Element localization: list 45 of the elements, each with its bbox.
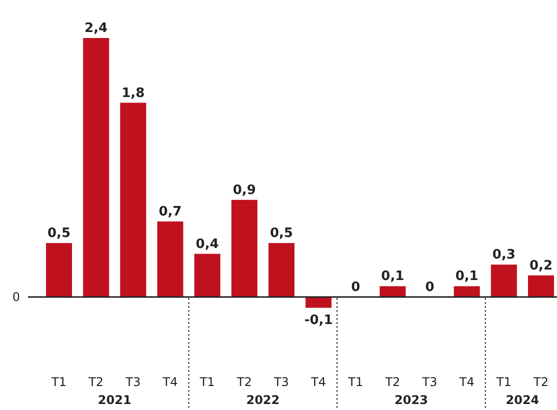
x-tick-label: T1: [347, 375, 364, 389]
bar: [157, 221, 184, 297]
bar: [231, 200, 258, 297]
data-label: 0,1: [381, 269, 404, 284]
data-label: 0,5: [47, 226, 71, 242]
bar: [83, 38, 110, 297]
x-tick-label: T2: [384, 375, 400, 389]
data-label: 0,9: [232, 182, 256, 198]
bar: [120, 102, 146, 297]
bar: [528, 275, 554, 297]
text: 2022: [246, 393, 280, 407]
x-tick-label: T2: [532, 375, 548, 389]
bar: [194, 254, 220, 297]
data-label: -0,1: [304, 312, 333, 328]
data-label: 0,5: [270, 226, 293, 242]
text: 2024: [506, 393, 540, 407]
x-tick-label: T3: [272, 375, 289, 389]
x-tick-label: T4: [458, 375, 474, 389]
data-label: 0,4: [196, 236, 219, 252]
x-tick-label: T3: [124, 375, 141, 389]
data-label: 0: [425, 280, 434, 295]
x-tick-label: T2: [236, 375, 252, 389]
bar: [268, 243, 294, 297]
x-tick-label: T1: [495, 375, 512, 389]
data-label: 0,2: [529, 258, 553, 274]
bar: [46, 243, 72, 297]
data-label: 0,7: [158, 204, 182, 220]
x-tick-label: T4: [310, 375, 326, 389]
text: 0: [12, 290, 20, 304]
data-label: 0,1: [455, 269, 478, 284]
bar: [490, 264, 517, 297]
data-label: 0,3: [492, 248, 516, 263]
data-label: 2,4: [84, 21, 108, 36]
text: 2023: [394, 393, 428, 407]
bar: [454, 286, 480, 297]
bar: [306, 297, 332, 308]
text: 2021: [98, 393, 132, 407]
x-tick-label: T1: [198, 375, 215, 389]
x-tick-label: T3: [421, 375, 438, 389]
data-label: 1,8: [122, 86, 145, 101]
x-tick-label: T4: [162, 375, 178, 389]
bar: [380, 286, 406, 297]
x-tick-label: T1: [50, 375, 66, 389]
x-tick-label: T2: [88, 375, 104, 389]
data-label: 0: [351, 280, 360, 295]
